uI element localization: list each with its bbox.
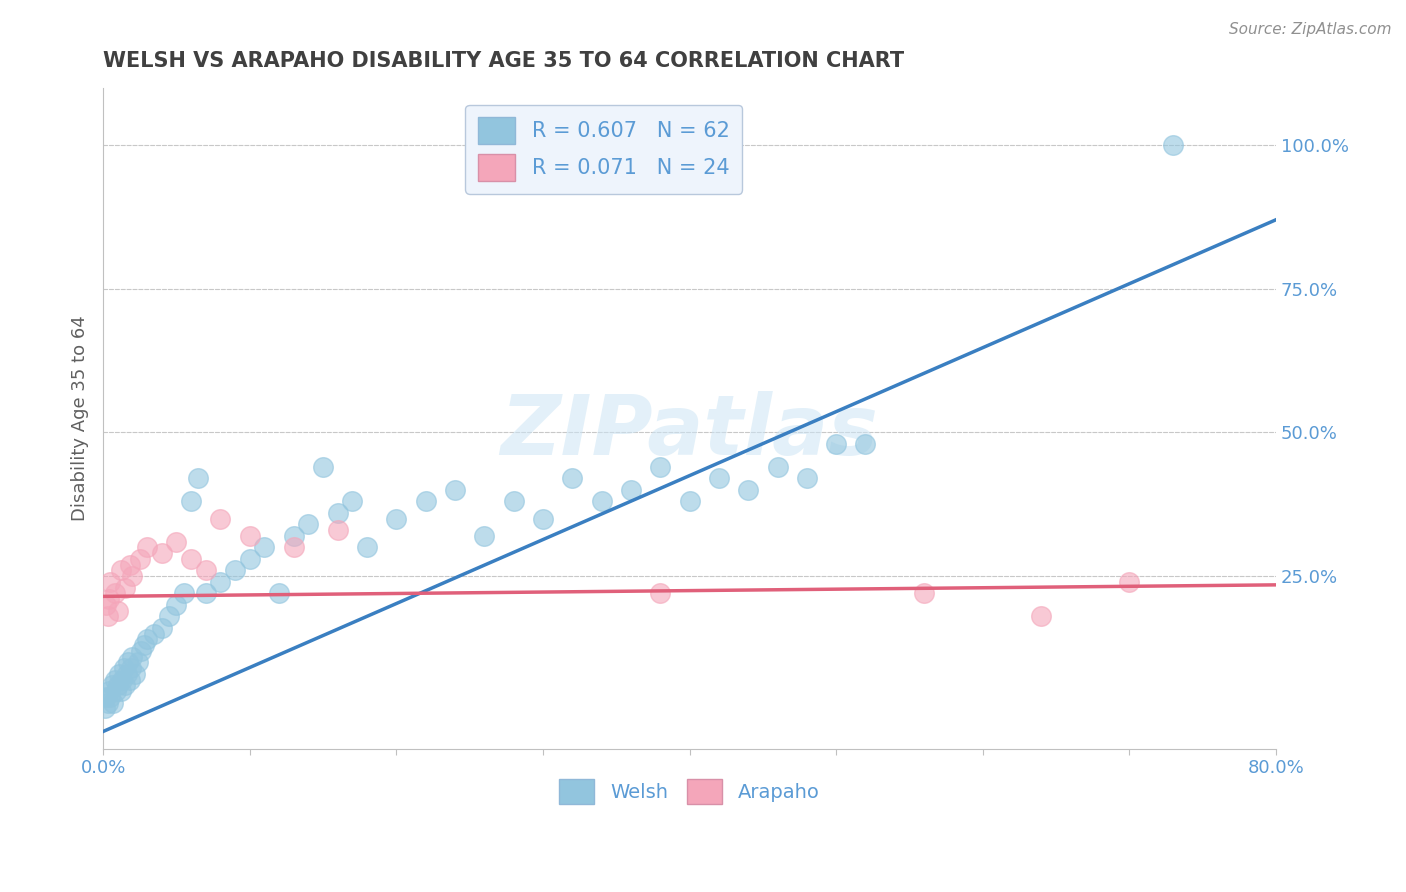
Point [502,494,524,508]
Y-axis label: Disability Age 35 to 64: Disability Age 35 to 64 [72,315,89,521]
Point [180,552,202,566]
Point [591,494,613,508]
Point [194,564,217,578]
Point [312,460,335,475]
Point [342,494,364,508]
Point [855,437,877,451]
Point [678,494,700,508]
Point [115,667,138,681]
Point [129,644,152,658]
Point [239,552,262,566]
Point [94,690,117,704]
Point [110,564,132,578]
Point [150,546,173,560]
Point [283,541,305,555]
Point [118,673,141,687]
Point [100,690,122,704]
Point [283,529,305,543]
Point [120,661,142,675]
Point [531,512,554,526]
Point [650,586,672,600]
Point [96,696,118,710]
Point [110,684,132,698]
Point [127,656,149,670]
Point [136,632,159,647]
Point [107,678,129,692]
Point [766,460,789,475]
Point [297,517,319,532]
Point [707,471,730,485]
Point [157,609,180,624]
Point [150,621,173,635]
Point [209,512,232,526]
Point [472,529,495,543]
Text: Source: ZipAtlas.com: Source: ZipAtlas.com [1229,22,1392,37]
Text: ZIPatlas: ZIPatlas [501,391,879,472]
Point [143,626,166,640]
Point [737,483,759,497]
Point [561,471,583,485]
Legend: Welsh, Arapaho: Welsh, Arapaho [551,772,828,812]
Point [165,598,187,612]
Point [94,598,117,612]
Point [650,460,672,475]
Point [620,483,643,497]
Point [108,667,131,681]
Text: WELSH VS ARAPAHO DISABILITY AGE 35 TO 64 CORRELATION CHART: WELSH VS ARAPAHO DISABILITY AGE 35 TO 64… [103,51,904,70]
Point [105,684,128,698]
Point [98,592,121,607]
Point [96,609,118,624]
Point [253,541,276,555]
Point [173,586,195,600]
Point [98,684,121,698]
Point [121,569,143,583]
Point [165,534,187,549]
Point [104,586,127,600]
Point [136,541,159,555]
Point [103,696,125,710]
Point [104,673,127,687]
Point [107,604,129,618]
Point [114,581,136,595]
Point [796,471,818,485]
Point [128,552,150,566]
Point [1163,138,1185,153]
Point [124,667,146,681]
Point [93,701,115,715]
Point [134,638,156,652]
Point [194,586,217,600]
Point [415,494,437,508]
Point [112,661,135,675]
Point [385,512,408,526]
Point [114,678,136,692]
Point [121,649,143,664]
Point [224,564,246,578]
Point [1031,609,1053,624]
Point [117,656,139,670]
Point [118,558,141,572]
Point [444,483,467,497]
Point [209,574,232,589]
Point [100,574,122,589]
Point [101,678,124,692]
Point [825,437,848,451]
Point [356,541,378,555]
Point [326,523,349,537]
Point [267,586,290,600]
Point [180,494,202,508]
Point [326,506,349,520]
Point [111,673,134,687]
Point [239,529,262,543]
Point [1118,574,1140,589]
Point [912,586,935,600]
Point [187,471,209,485]
